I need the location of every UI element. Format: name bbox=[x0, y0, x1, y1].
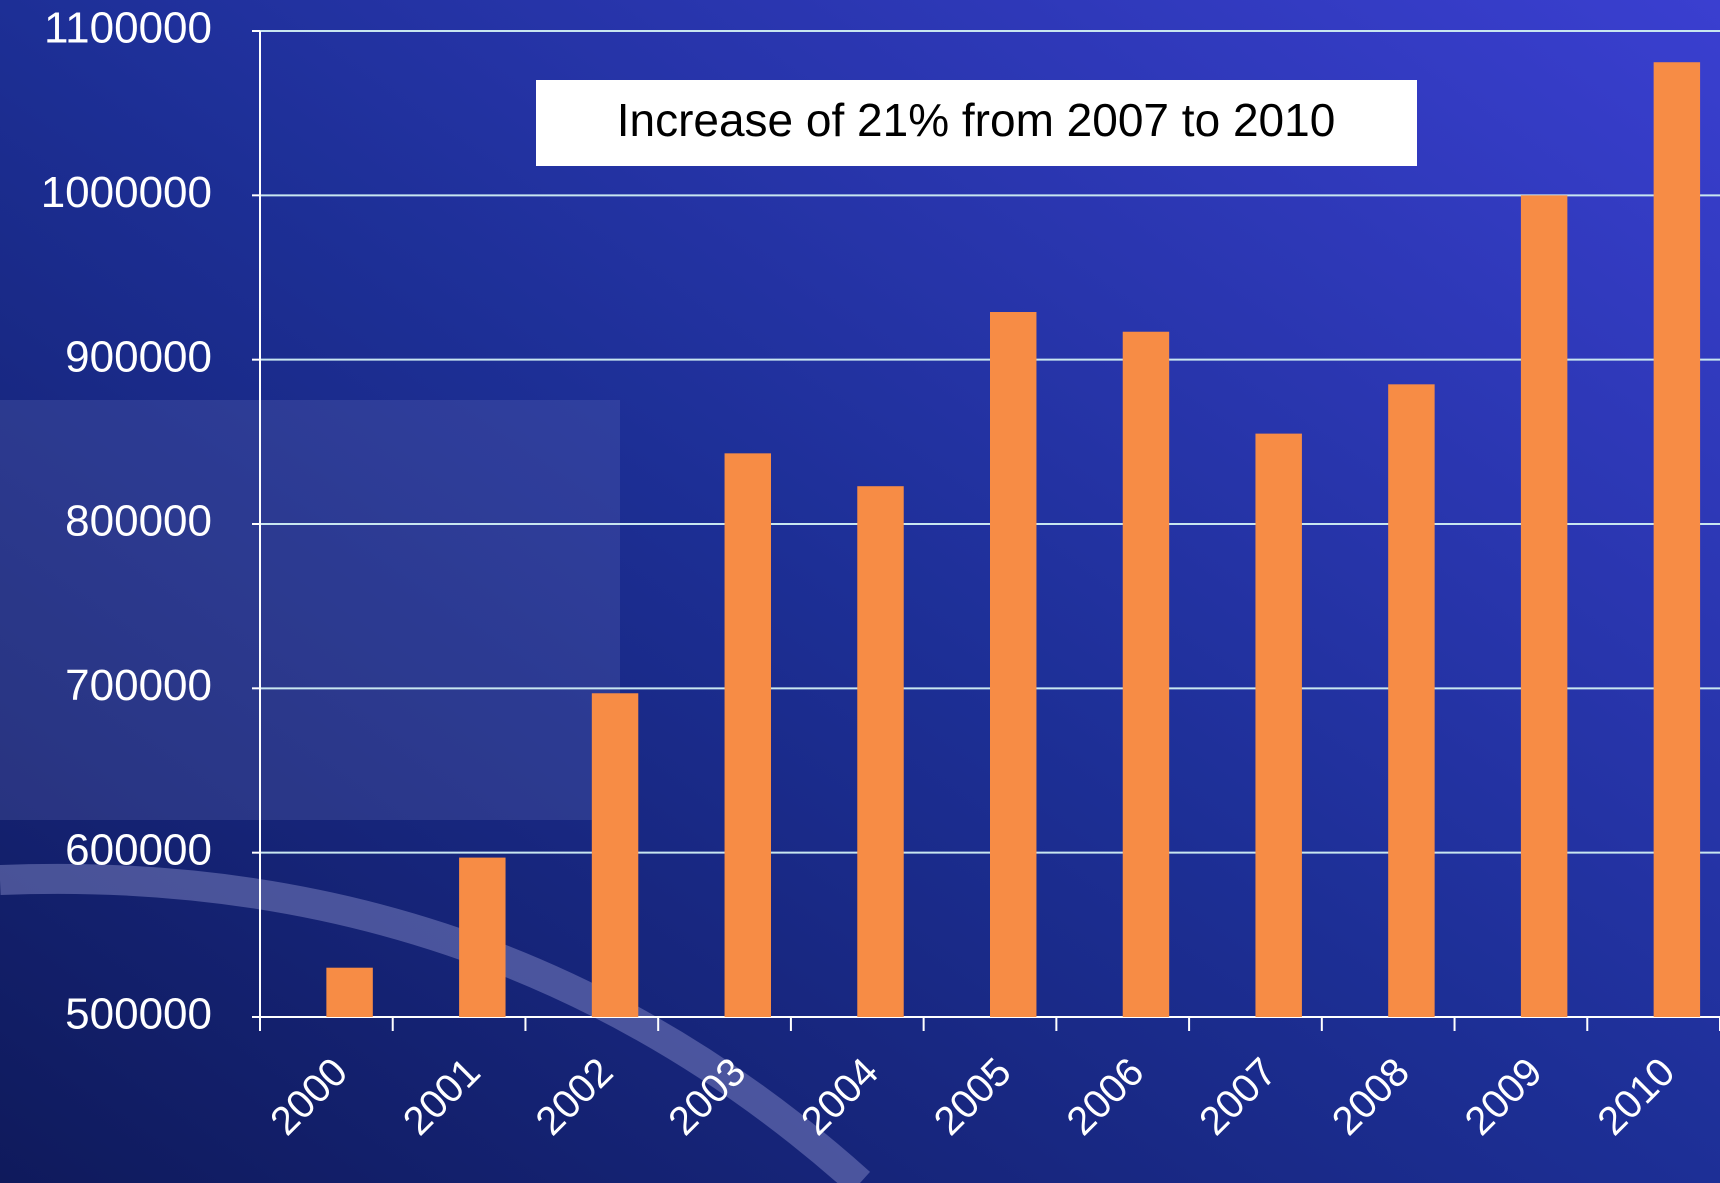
bar bbox=[724, 453, 771, 1017]
y-tick-label: 700000 bbox=[65, 661, 212, 710]
y-tick-label: 1000000 bbox=[41, 168, 212, 217]
y-tick-label: 900000 bbox=[65, 332, 212, 381]
plot-area: 500000 600000 700000 800000 900000 1000000 110… bbox=[41, 4, 1720, 1144]
y-tick-label: 800000 bbox=[65, 497, 212, 546]
bar bbox=[1388, 384, 1435, 1018]
bar bbox=[1520, 195, 1568, 1018]
y-tick-label: 1100000 bbox=[44, 4, 212, 53]
bar bbox=[990, 312, 1037, 1017]
bar bbox=[591, 693, 639, 1017]
bar bbox=[326, 967, 373, 1017]
y-tick-label: 500000 bbox=[65, 990, 212, 1039]
y-tick-label: 600000 bbox=[65, 825, 212, 874]
bar bbox=[1122, 331, 1170, 1018]
decor-panel bbox=[0, 400, 620, 820]
bar bbox=[857, 486, 904, 1017]
bar bbox=[1255, 433, 1302, 1017]
annotation: Increase of 21% from 2007 to 2010 bbox=[617, 94, 1336, 146]
annotation-box bbox=[536, 80, 1417, 166]
bar bbox=[459, 857, 506, 1017]
bar bbox=[1653, 62, 1701, 1018]
